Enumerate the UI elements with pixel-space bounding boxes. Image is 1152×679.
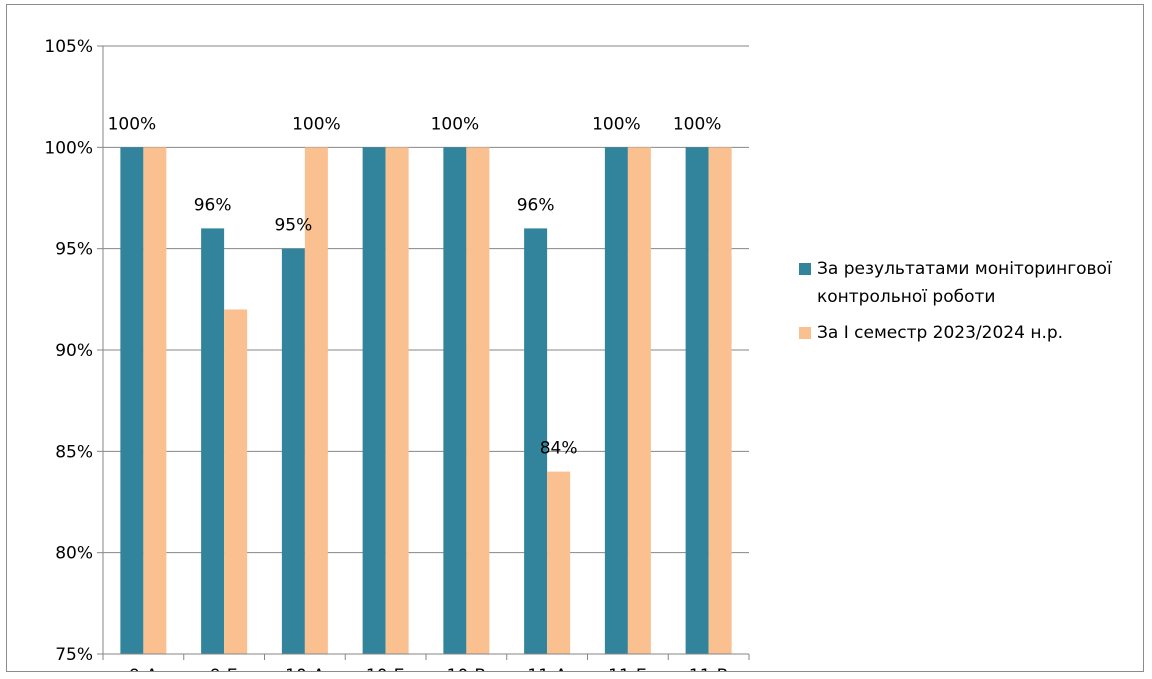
bar-chart: 75% 80% 85% 90% 95% 100% 105% 9-А 9-Б 10-А 10-Б 10-… [44, 37, 750, 671]
data-label: 84% [540, 439, 578, 459]
y-tick-label: 95% [55, 240, 93, 260]
chart-frame: 75% 80% 85% 90% 95% 100% 105% 9-А 9-Б 10-А 10-Б 10-… [6, 4, 1144, 672]
bar-10-Б-series-2 [385, 147, 409, 655]
y-tick-label: 90% [55, 341, 93, 361]
x-tick-label: 9-А [129, 666, 158, 671]
data-label: 100% [431, 114, 480, 134]
bar-10-В-series-2 [466, 147, 490, 655]
x-tick-label: 10-В [447, 666, 486, 671]
data-labels: 100% 96% 95% 100% 100% 96% 84% 100% 100% [108, 114, 722, 458]
bar-9-Б-series-1 [201, 228, 225, 654]
data-label: 100% [292, 114, 341, 134]
x-tick-label: 10-А [285, 666, 325, 671]
bars [120, 147, 732, 655]
x-tick-label: 10-Б [366, 666, 405, 671]
x-tick-label: 11-А [527, 666, 567, 671]
data-label: 100% [592, 114, 641, 134]
y-tick-label: 80% [55, 544, 93, 564]
gridlines [103, 45, 749, 554]
bar-10-Б-series-1 [362, 147, 386, 655]
data-label: 100% [108, 114, 157, 134]
bar-11-А-series-1 [524, 228, 548, 654]
data-label: 96% [194, 195, 232, 215]
legend-item-series-1: За результатами моніторингової контрольн… [799, 255, 1151, 311]
legend-label-series-1: За результатами моніторингової контрольн… [817, 259, 1112, 307]
x-tick-label: 11-В [689, 666, 728, 671]
bar-11-А-series-2 [547, 471, 571, 654]
legend-swatch-series-1 [799, 263, 811, 275]
legend-label-series-2: За І семестр 2023/2024 н.р. [817, 323, 1064, 343]
y-tick-label: 85% [55, 442, 93, 462]
y-tick-label: 100% [44, 138, 93, 158]
bar-10-В-series-1 [443, 147, 467, 655]
bar-11-В-series-1 [685, 147, 709, 655]
y-tick-label: 75% [55, 645, 93, 665]
data-label: 96% [517, 195, 555, 215]
axes: 75% 80% 85% 90% 95% 100% 105% 9-А 9-Б 10-А 10-Б 10-… [44, 37, 750, 671]
bar-10-А-series-2 [304, 147, 328, 655]
legend-item-series-2: За І семестр 2023/2024 н.р. [799, 319, 1151, 347]
data-label: 100% [673, 114, 722, 134]
y-tick-label: 105% [44, 37, 93, 57]
bar-11-Б-series-2 [627, 147, 651, 655]
legend: За результатами моніторингової контрольн… [799, 255, 1151, 355]
bar-9-А-series-1 [120, 147, 144, 655]
bar-11-В-series-2 [708, 147, 732, 655]
legend-swatch-series-2 [799, 327, 811, 339]
bar-11-Б-series-1 [604, 147, 628, 655]
bar-9-А-series-2 [143, 147, 167, 655]
data-label: 95% [274, 216, 312, 236]
bar-9-Б-series-2 [224, 309, 248, 654]
bar-10-А-series-1 [281, 248, 305, 654]
x-tick-label: 11-Б [608, 666, 647, 671]
x-tick-label: 9-Б [210, 666, 239, 671]
